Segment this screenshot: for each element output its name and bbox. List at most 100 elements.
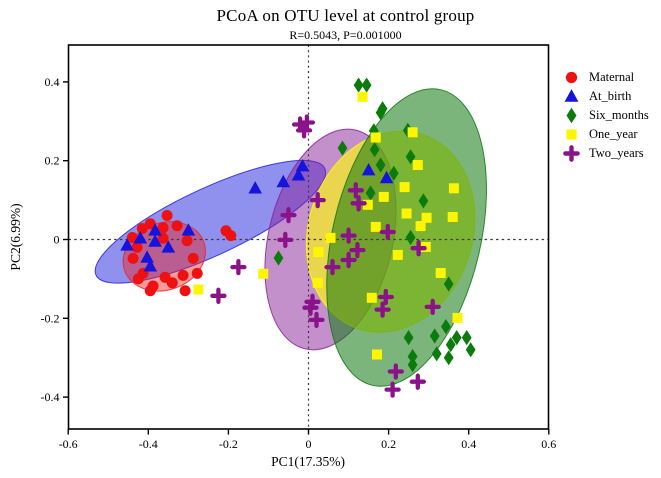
point-maternal xyxy=(171,220,183,232)
point-two_years xyxy=(340,227,357,244)
x-tick-label: 0 xyxy=(306,437,312,451)
point-two_years xyxy=(424,298,441,316)
point-one_year xyxy=(366,292,377,303)
scatter-points xyxy=(120,77,476,398)
point-six_months xyxy=(443,350,454,366)
x-tick-label: -0.2 xyxy=(219,437,238,451)
point-six_months xyxy=(451,330,462,346)
point-at_birth xyxy=(143,259,158,272)
point-six_months xyxy=(361,77,372,93)
point-one_year xyxy=(370,221,381,232)
legend-item-two-years: Two_years xyxy=(563,145,649,162)
point-six_months xyxy=(429,328,440,344)
point-six_months xyxy=(418,193,429,209)
y-tick-label: -0.4 xyxy=(41,390,60,404)
x-tick-label: -0.4 xyxy=(139,437,158,451)
point-maternal xyxy=(166,277,178,289)
x-tick-label: -0.6 xyxy=(59,437,78,451)
point-two_years xyxy=(340,251,357,269)
point-at_birth xyxy=(291,168,306,181)
point-one_year xyxy=(415,221,426,232)
point-two_years xyxy=(347,182,364,199)
two-years-cross-icon xyxy=(563,145,580,162)
point-at_birth xyxy=(181,223,196,236)
point-six_months xyxy=(369,142,380,158)
point-maternal xyxy=(131,241,143,253)
point-one_year xyxy=(407,127,418,138)
six-months-diamond-icon xyxy=(566,107,577,124)
point-two_years xyxy=(377,288,394,306)
maternal-circle-icon xyxy=(565,71,578,84)
point-one_year xyxy=(370,132,381,143)
x-tick-label: 0.4 xyxy=(461,437,476,451)
point-two_years xyxy=(324,258,341,276)
point-at_birth xyxy=(361,163,376,176)
point-six_months xyxy=(388,165,399,181)
point-two_years xyxy=(374,301,391,318)
point-one_year xyxy=(392,249,403,260)
point-six_months xyxy=(403,330,414,346)
chart-subtitle: R=0.5043, P=0.001000 xyxy=(289,28,402,42)
legend-label: One_year xyxy=(589,127,638,141)
one-year-square-icon xyxy=(566,129,577,140)
point-at_birth xyxy=(276,174,291,188)
y-tick-label: 0.2 xyxy=(45,154,60,168)
point-one_year xyxy=(435,268,446,278)
point-one_year xyxy=(372,349,382,360)
point-maternal xyxy=(144,285,156,297)
point-one_year xyxy=(258,268,269,279)
point-two_years xyxy=(277,231,294,249)
point-six_months xyxy=(431,346,442,362)
point-six_months xyxy=(375,105,386,121)
point-maternal xyxy=(157,222,169,234)
point-six_months xyxy=(405,229,416,246)
point-maternal xyxy=(161,210,173,221)
point-at_birth xyxy=(248,181,262,194)
point-at_birth xyxy=(148,234,162,247)
point-six_months xyxy=(441,319,451,335)
point-six_months xyxy=(407,348,418,365)
point-one_year xyxy=(313,247,324,258)
point-maternal xyxy=(126,232,138,243)
point-at_birth xyxy=(120,238,134,251)
point-at_birth xyxy=(133,231,148,244)
point-maternal xyxy=(144,218,156,230)
axis-ticks: -0.6 -0.4 -0.2 0 0.2 0.4 0.6 -0.4 -0.2 0 0.2 0.4 xyxy=(41,75,557,451)
point-maternal xyxy=(136,223,148,234)
legend-item-at-birth: At_birth xyxy=(563,89,649,104)
legend-marker-maternal xyxy=(565,71,578,84)
point-one_year xyxy=(357,91,368,102)
legend-item-six-months: Six_months xyxy=(563,107,649,124)
point-maternal xyxy=(225,230,237,242)
point-at_birth xyxy=(148,223,162,236)
point-six_months xyxy=(353,77,364,93)
point-two_years xyxy=(280,206,297,224)
point-six_months xyxy=(445,337,456,353)
legend-marker-at_birth xyxy=(564,89,579,102)
legend-item-one-year: One_year xyxy=(563,127,649,142)
point-one_year xyxy=(452,312,463,323)
point-six_months xyxy=(443,276,454,292)
point-maternal xyxy=(187,252,199,264)
legend-label: At_birth xyxy=(589,89,632,103)
y-tick-label: -0.2 xyxy=(41,311,60,325)
point-two_years xyxy=(350,195,367,212)
point-one_year xyxy=(378,191,389,202)
point-one_year xyxy=(421,212,432,223)
zero-reference-lines xyxy=(68,45,549,429)
point-two_years xyxy=(302,299,319,316)
legend-marker-one_year xyxy=(566,129,577,140)
at-birth-triangle-icon xyxy=(564,89,579,102)
point-two_years xyxy=(309,191,326,209)
point-six_months xyxy=(365,185,376,201)
point-one_year xyxy=(362,199,373,210)
point-at_birth xyxy=(161,240,176,253)
point-one_year xyxy=(193,284,204,295)
point-six_months xyxy=(407,357,418,373)
point-six_months xyxy=(337,140,348,156)
y-axis-label: PC2(6.99%) xyxy=(8,203,23,270)
legend-item-maternal: Maternal xyxy=(563,70,649,85)
point-maternal xyxy=(127,252,139,264)
point-at_birth xyxy=(379,170,394,184)
point-one_year xyxy=(447,212,458,222)
